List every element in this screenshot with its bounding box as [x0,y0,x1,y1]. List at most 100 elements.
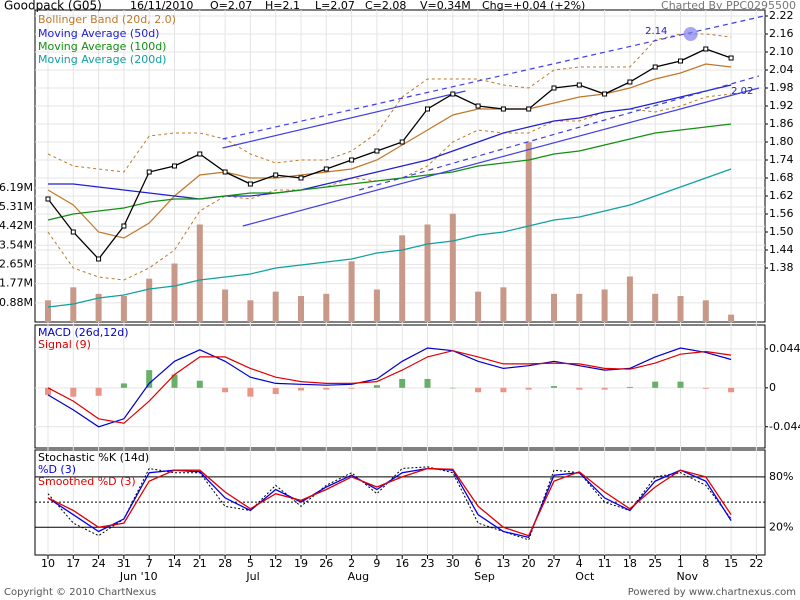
highlight [683,27,698,41]
histogram-bar [70,387,77,397]
x-tick-label: 15 [724,557,738,570]
y-tick-label: 20% [769,520,793,533]
histogram-bar [626,386,633,388]
close-marker [172,163,177,169]
month-label: Jun '10 [119,570,158,583]
volume-bar [652,293,659,322]
histogram-bar [171,374,178,388]
volume-bar [500,287,507,322]
histogram-bar [146,370,153,388]
header-info: 16/11/2010 [130,0,193,12]
y-tick-label: 0 [769,381,776,394]
histogram-bar [525,387,532,390]
y-tick-label: 1.50 [769,225,794,238]
legend-entry: Moving Average (50d) [38,27,159,40]
annotation: 2.14 [645,26,667,37]
histogram-bar [728,387,735,393]
volume-bar [399,235,406,322]
x-tick-label: 25 [648,557,662,570]
close-marker [45,196,51,202]
x-tick-label: 24 [92,557,106,570]
histogram-bar [247,387,254,397]
moving-average [47,168,732,308]
y-tick-label: 1.92 [769,99,794,112]
x-tick-label: 7 [146,557,153,570]
histogram-bar [424,378,431,388]
y-tick-label: 2.10 [769,45,794,58]
volume-bar [475,291,482,322]
x-tick-label: 1 [677,557,684,570]
y-tick-label: 2.65M [0,258,33,271]
month-label: Nov [677,570,699,583]
x-tick-label: 19 [294,557,308,570]
histogram-bar [449,387,456,389]
close-marker [475,103,481,109]
x-tick-label: 21 [193,557,207,570]
x-tick-label: 2 [348,557,355,570]
volume-bar [45,300,51,322]
volume-bar [196,224,203,322]
legend-entry: %D (3) [38,463,76,476]
x-tick-label: 13 [496,557,510,570]
y-tick-label: 2.16 [769,27,794,40]
legend-entry: Bollinger Band (20d, 2.0) [38,13,176,26]
close-line [47,48,732,261]
volume-bar [272,291,279,322]
histogram-bar [272,387,279,395]
y-tick-label: 80% [769,470,793,483]
moving-average [48,84,732,200]
bollinger-middle [47,63,732,239]
x-tick-label: 9 [373,557,380,570]
x-tick-label: 14 [168,557,182,570]
x-tick-label: 28 [218,557,232,570]
y-tick-label: 5.31M [0,200,33,213]
y-tick-label: 6.19M [0,181,33,194]
y-tick-label: 1.80 [769,135,794,148]
annotation: 2.02 [731,86,753,97]
histogram-bar [120,383,127,388]
histogram-bar [45,387,51,395]
histogram-bar [702,387,709,389]
chart-title: Goodpack (G05) [4,0,102,13]
x-tick-label: 27 [547,557,561,570]
header-info: O=2.07 [210,0,252,12]
histogram-bar [475,387,482,393]
close-marker [627,79,633,85]
header-info: L=2.07 [315,0,355,12]
volume-bar [728,314,735,322]
y-tick-label: 2.22 [769,9,794,22]
close-marker [323,166,329,172]
x-tick-label: 12 [269,557,283,570]
close-marker [247,181,253,187]
histogram-bar [652,381,659,388]
close-marker [121,223,127,229]
stochastic-line [47,467,732,537]
y-tick-label: 1.62 [769,189,794,202]
y-tick-label: 1.38 [769,261,794,274]
y-tick-label: 0.044 [769,342,800,355]
y-tick-label: 1.68 [769,171,794,184]
close-marker [602,91,608,97]
y-tick-label: 1.77M [0,277,33,290]
close-marker [526,106,532,112]
x-tick-label: 8 [702,557,709,570]
x-tick-label: 18 [623,557,637,570]
volume-bar [702,300,709,322]
histogram-bar [222,387,229,393]
footer-left: Copyright © 2010 ChartNexus [4,587,156,598]
header-info: Chg=+0.04 (+2%) [482,0,585,12]
x-tick-label: 17 [66,557,80,570]
y-tick-label: 1.86 [769,117,794,130]
header-info: C=2.08 [365,0,406,12]
trendline [242,87,760,227]
x-tick-label: 26 [319,557,333,570]
histogram-bar [95,387,102,396]
y-tick-label: 3.54M [0,238,33,251]
histogram-bar [551,386,557,388]
moving-average [47,123,732,221]
month-label: Oct [575,570,595,583]
month-label: Jul [245,570,259,583]
histogram-bar [601,387,608,390]
close-marker [450,91,456,97]
close-marker [425,106,430,112]
